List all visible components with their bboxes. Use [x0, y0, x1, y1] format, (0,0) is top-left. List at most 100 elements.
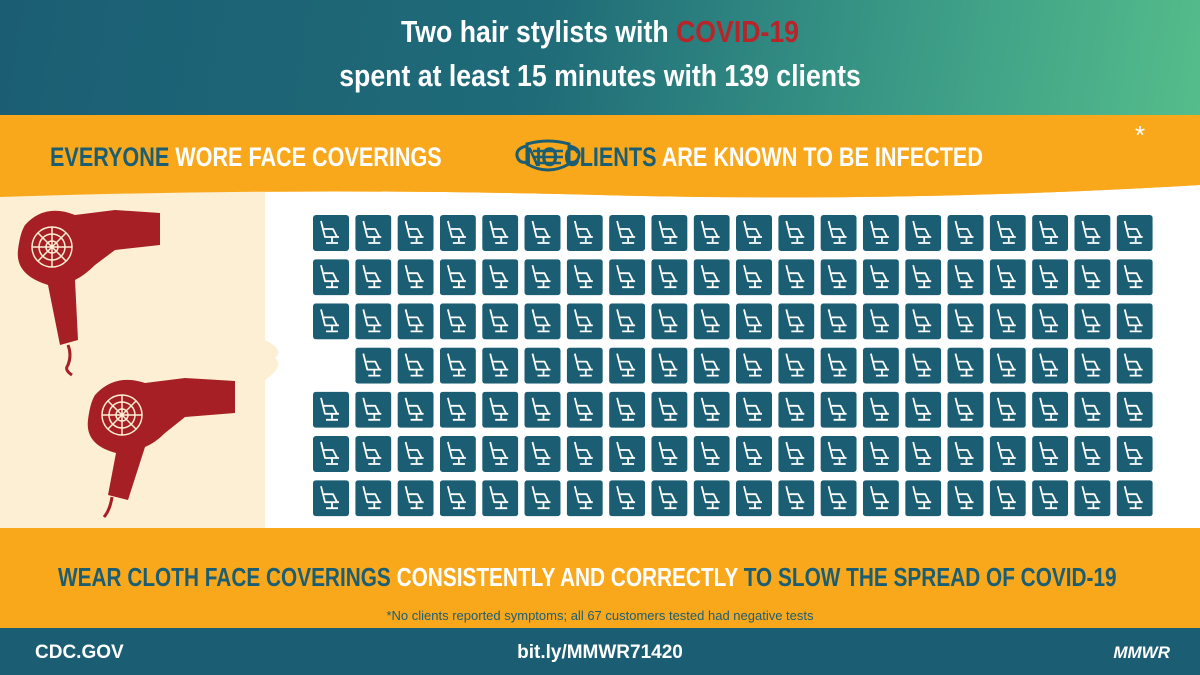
- chair-icon: [1074, 480, 1111, 517]
- chair-icon: [1032, 391, 1069, 428]
- chair-icon: [439, 436, 476, 472]
- chair-icon: [820, 259, 857, 296]
- chair-icon: [651, 259, 688, 296]
- chair-icon: [397, 215, 434, 251]
- chair-icon: [566, 436, 603, 472]
- hair-dryers: [17, 210, 235, 518]
- banner-part: ARE KNOWN TO BE INFECTED: [661, 142, 983, 172]
- chair-icon: [989, 436, 1026, 472]
- chair-icon: [609, 436, 646, 472]
- chair-icon: [1116, 215, 1153, 251]
- chair-icon: [820, 480, 857, 517]
- chair-icon: [947, 436, 984, 472]
- chair-icon: [1116, 347, 1153, 384]
- chair-icon: [566, 391, 603, 428]
- chair-icon: [820, 436, 857, 472]
- chair-icon: [651, 347, 688, 384]
- chair-icon: [693, 480, 730, 517]
- chair-icon: [862, 391, 899, 428]
- chair-icon: [439, 215, 476, 251]
- chair-icon: [651, 391, 688, 428]
- chair-icon: [313, 391, 349, 428]
- chair-icon: [947, 347, 984, 384]
- chair-icon: [313, 303, 349, 340]
- chair-icon: [609, 215, 646, 251]
- title-highlight: COVID-19: [676, 14, 800, 49]
- banner-text: EVERYONE WORE FACE COVERINGS NO CLIENTS …: [50, 142, 983, 173]
- chair-icon: [609, 480, 646, 517]
- header: Two hair stylists with COVID-19 spent at…: [0, 0, 1200, 118]
- chair-icon: [397, 391, 434, 428]
- chair-icon: [439, 259, 476, 296]
- chair-icon: [609, 391, 646, 428]
- chair-icon: [1032, 480, 1069, 517]
- chair-icon: [1074, 391, 1111, 428]
- bottom-band: WEAR CLOTH FACE COVERINGS CONSISTENTLY A…: [0, 528, 1200, 628]
- chair-icon: [820, 347, 857, 384]
- chair-icon: [651, 303, 688, 340]
- chair-icon: [482, 391, 519, 428]
- chair-icon: [566, 347, 603, 384]
- chair-icon: [651, 480, 688, 517]
- chair-icon: [313, 215, 349, 251]
- chair-icon: [524, 303, 561, 340]
- chair-icon: [989, 215, 1026, 251]
- footer-left[interactable]: CDC.GOV: [35, 642, 124, 663]
- chair-icon: [947, 215, 984, 251]
- chair-icon: [693, 436, 730, 472]
- chair-icon: [862, 347, 899, 384]
- chair-icon: [862, 480, 899, 517]
- title-line2: spent at least 15 minutes with 139 clien…: [339, 58, 861, 93]
- chair-icon: [355, 303, 392, 340]
- chair-icon: [482, 480, 519, 517]
- chair-icon: [355, 347, 392, 384]
- chair-grid: [313, 215, 1153, 517]
- message-part: WEAR CLOTH FACE COVERINGS: [58, 562, 391, 592]
- title-line1: Two hair stylists with COVID-19: [84, 14, 1116, 50]
- chair-icon: [947, 303, 984, 340]
- chair-icon: [862, 436, 899, 472]
- chair-icon: [1074, 303, 1111, 340]
- chair-icon: [947, 480, 984, 517]
- chair-icon: [989, 480, 1026, 517]
- chair-icon: [947, 259, 984, 296]
- chair-icon: [820, 215, 857, 251]
- chair-icon: [482, 347, 519, 384]
- chair-icon: [651, 215, 688, 251]
- chair-icon: [736, 259, 772, 296]
- chair-icon: [778, 303, 815, 340]
- chair-icon: [397, 480, 434, 517]
- chair-icon: [1032, 215, 1069, 251]
- chair-icon: [778, 480, 815, 517]
- chair-icon: [566, 303, 603, 340]
- chair-icon: [905, 215, 942, 251]
- chair-icon: [1074, 215, 1111, 251]
- message-part: CONSISTENTLY AND CORRECTLY: [396, 562, 738, 592]
- chair-icon: [397, 303, 434, 340]
- chair-icon: [566, 480, 603, 517]
- chair-icon: [482, 303, 519, 340]
- chair-icon: [355, 259, 392, 296]
- chair-icon: [1116, 303, 1153, 340]
- chair-icon: [989, 391, 1026, 428]
- chair-icon: [905, 347, 942, 384]
- footer-link[interactable]: bit.ly/MMWR71420: [517, 642, 683, 663]
- chair-icon: [397, 259, 434, 296]
- chair-icon: [609, 347, 646, 384]
- chair-icon: [609, 259, 646, 296]
- chair-icon: [439, 391, 476, 428]
- chair-icon: [1116, 391, 1153, 428]
- chair-icon: [524, 215, 561, 251]
- chair-icon: [778, 215, 815, 251]
- footer-logo: MMWR: [1113, 643, 1170, 662]
- chair-icon: [1116, 436, 1153, 472]
- mask-icon: [515, 139, 581, 172]
- chair-icon: [524, 347, 561, 384]
- chair-icon: [313, 259, 349, 296]
- chair-icon: [905, 480, 942, 517]
- chair-icon: [989, 259, 1026, 296]
- chair-icon: [651, 436, 688, 472]
- chair-icon: [736, 215, 772, 251]
- banner: EVERYONE WORE FACE COVERINGS NO CLIENTS …: [0, 118, 1200, 198]
